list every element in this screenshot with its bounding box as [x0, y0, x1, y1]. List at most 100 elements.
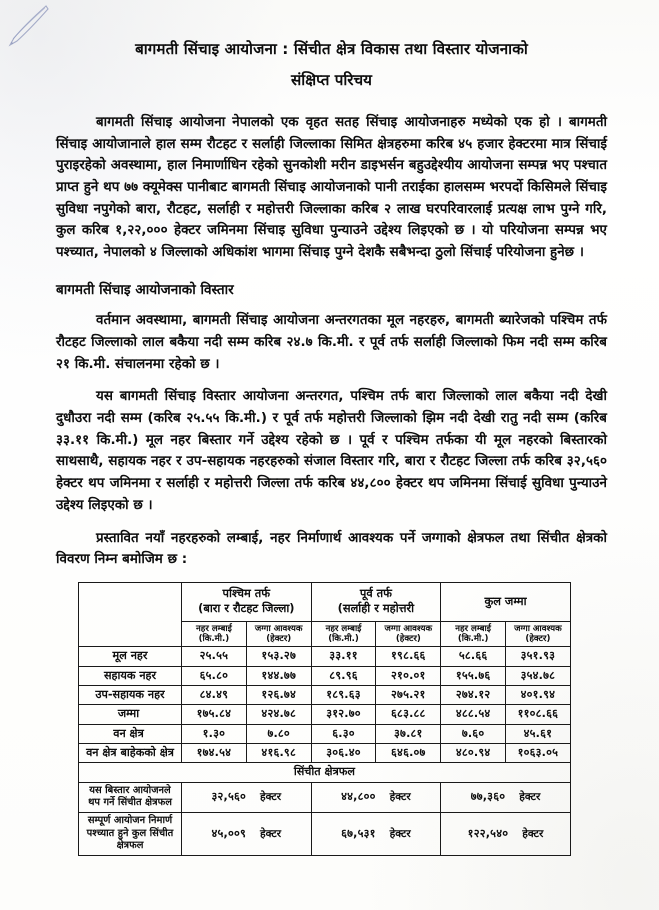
subheader-east-length-line1: नहर लम्बाई	[325, 623, 362, 634]
cell-value: १५५.७६	[440, 665, 506, 687]
cell-value: ११०८.६६	[505, 704, 571, 725]
cell-value: ४५.६१	[505, 723, 571, 744]
subheader-west-land: जग्गा आवश्यक (हेक्टर)	[245, 620, 312, 648]
amount-unit: हेक्टर	[260, 791, 282, 804]
cell-value: ३३.११	[310, 646, 377, 667]
paragraph-table-intro: प्रस्तावित नयाँ नहरहरुको लम्बाई, नहर निर…	[56, 530, 607, 568]
cell-value: ४१६.९८	[245, 742, 312, 764]
row-label-added-irrigated-area: यस बिस्तार आयोजनले थप गर्ने सिंचीत क्षेत…	[78, 781, 182, 813]
subheader-west-length: नहर लम्बाई (कि.मी.)	[181, 620, 247, 648]
table-section-row-irrigated-area: सिंचीत क्षेत्रफल	[78, 762, 571, 783]
cell-value: ६.३०	[310, 723, 377, 744]
table-body: मूल नहर २५.५५ १५३.२७ ३३.११ १९८.६६ ५८.६६ …	[78, 646, 571, 857]
cell-value: २७५.२१	[375, 684, 442, 706]
cell-value: २१०.०१	[375, 665, 442, 687]
cell-value: ४८०.९४	[440, 742, 506, 764]
amount-value: १२२,५४०	[467, 826, 509, 840]
subheader-total-length-line2: (कि.मी.)	[457, 634, 489, 645]
subheader-east-length-line2: (कि.मी.)	[328, 634, 359, 645]
subheader-total-land-line2: (हेक्टर)	[525, 634, 551, 645]
cell-value: ६४६.०७	[375, 742, 442, 764]
cell-value: ६८३.८८	[375, 704, 442, 725]
cell-value: १४४.७७	[245, 665, 312, 687]
table-row: सहायक नहर ६५.८० १४४.७७ ८९.९६ २१०.०१ १५५.…	[78, 665, 571, 687]
cell-value: ३५१.९३	[505, 646, 571, 667]
subheader-total-length-line1: नहर लम्बाई	[455, 623, 491, 634]
cell-value: ५८.६६	[440, 646, 506, 667]
cell-value: ३१२.७०	[310, 704, 377, 725]
cell-amount: १२२,५४० हेक्टर	[440, 811, 571, 857]
table-row: उप-सहायक नहर ८४.४९ १२६.७४ १८९.६३ २७५.२१ …	[78, 684, 571, 706]
amount-unit: हेक्टर	[389, 791, 411, 804]
group-header-west-sub: (बारा र रौटहट जिल्ला)	[198, 601, 295, 616]
cell-value: १८९.६३	[310, 684, 377, 706]
group-header-east-title: पूर्व तर्फ	[359, 585, 392, 600]
subheader-west-length-line2: (कि.मी.)	[198, 634, 230, 645]
table-corner-cell	[78, 581, 182, 648]
subheader-east-land: जग्गा आवश्यक (हेक्टर)	[375, 620, 442, 648]
cell-amount: ७७,३६० हेक्टर	[440, 781, 571, 813]
group-header-total-title: कुल जम्मा	[484, 593, 527, 608]
cell-value: ४०१.९४	[505, 684, 571, 706]
cell-value: ७.६०	[440, 723, 506, 744]
paragraph-expansion-plan: यस बागमती सिंचाइ विस्तार आयोजना अन्तरगत,…	[56, 389, 607, 513]
row-label-sub-branch-canal: उप-सहायक नहर	[78, 684, 182, 706]
subheader-total-land-line1: जग्गा आवश्यक	[514, 623, 562, 634]
canal-details-table: पश्चिम तर्फ (बारा र रौटहट जिल्ला) पूर्व …	[78, 581, 571, 857]
row-label-total-irrigated-after-completion: सम्पूर्ण आयोजन निमार्ण पश्च्यात हुने कुल…	[78, 811, 182, 857]
subheader-total-length: नहर लम्बाई (कि.मी.)	[440, 620, 506, 648]
group-header-west: पश्चिम तर्फ (बारा र रौटहट जिल्ला)	[181, 581, 312, 622]
table-row: वन क्षेत्र १.३० ७.८० ६.३० ३७.८१ ७.६० ४५.…	[78, 723, 571, 744]
cell-value: १.३०	[181, 723, 247, 744]
section-row-label: सिंचीत क्षेत्रफल	[78, 762, 571, 783]
group-header-west-title: पश्चिम तर्फ	[222, 585, 271, 600]
cell-value: १७५.८४	[181, 704, 247, 725]
document-page: बागमती सिंचाइ आयोजना : सिंचीत क्षेत्र वि…	[56, 40, 607, 857]
cell-amount: ४४,८०० हेक्टर	[310, 781, 442, 813]
paragraph-current-status: वर्तमान अवस्थामा, बागमती सिंचाइ आयोजना अ…	[56, 313, 607, 372]
section-heading-expansion: बागमती सिंचाइ आयोजनाको विस्तार	[56, 281, 234, 298]
table-row: जम्मा १७५.८४ ४२४.७८ ३१२.७० ६८३.८८ ४८८.५४…	[78, 704, 571, 725]
amount-unit: हेक्टर	[519, 791, 541, 804]
amount-value: ४५,००९	[211, 826, 247, 840]
page-title: बागमती सिंचाइ आयोजना : सिंचीत क्षेत्र वि…	[135, 40, 528, 58]
cell-value: २७४.१२	[440, 684, 506, 706]
cell-value: २५.५५	[181, 646, 247, 667]
cell-value: ८४.४९	[181, 684, 247, 706]
cell-value: ३५४.७८	[505, 665, 571, 687]
amount-value: ६७,५३१	[341, 826, 376, 840]
group-header-east: पूर्व तर्फ (सर्लाही र महोत्तरी	[310, 581, 442, 622]
amount-value: ४४,८००	[341, 790, 376, 804]
subheader-west-land-line2: (हेक्टर)	[266, 634, 292, 645]
cell-amount: ३२,५६० हेक्टर	[181, 781, 312, 813]
page-subtitle: संक्षिप्त परिचय	[291, 71, 372, 90]
cell-amount: ६७,५३१ हेक्टर	[310, 811, 442, 857]
cell-value: १०६३.०५	[505, 742, 571, 764]
cell-value: ३०६.४०	[310, 742, 377, 764]
cell-amount: ४५,००९ हेक्टर	[181, 811, 312, 857]
table-row: मूल नहर २५.५५ १५३.२७ ३३.११ १९८.६६ ५८.६६ …	[78, 646, 571, 667]
subheader-west-length-line1: नहर लम्बाई	[195, 623, 232, 634]
cell-value: १५३.२७	[245, 646, 312, 667]
cell-value: ३७.८१	[375, 723, 442, 744]
cell-value: ८९.९६	[310, 665, 377, 687]
row-label-forest-area: वन क्षेत्र	[78, 723, 182, 744]
cell-value: १२६.७४	[245, 684, 312, 706]
row-label-total: जम्मा	[78, 704, 182, 725]
subheader-east-land-line2: (हेक्टर)	[395, 634, 421, 645]
cell-value: ६५.८०	[181, 665, 247, 687]
subheader-west-land-line1: जग्गा आवश्यक	[254, 623, 303, 634]
amount-unit: हेक्टर	[522, 827, 544, 840]
table-head-row-groups: पश्चिम तर्फ (बारा र रौटहट जिल्ला) पूर्व …	[78, 581, 571, 648]
cell-value: १९८.६६	[375, 646, 442, 667]
subheader-east-land-line1: जग्गा आवश्यक	[384, 623, 433, 634]
amount-value: ७७,३६०	[470, 790, 506, 804]
table-row: यस बिस्तार आयोजनले थप गर्ने सिंचीत क्षेत…	[78, 781, 571, 813]
cell-value: ७.८०	[245, 723, 312, 744]
amount-unit: हेक्टर	[389, 827, 411, 840]
intro-paragraph: बागमती सिंचाइ आयोजना नेपालको एक वृहत सतह…	[56, 114, 607, 261]
amount-unit: हेक्टर	[260, 827, 282, 840]
table-row: वन क्षेत्र बाहेकको क्षेत्र १७४.५४ ४१६.९८…	[78, 742, 571, 764]
table-head: पश्चिम तर्फ (बारा र रौटहट जिल्ला) पूर्व …	[78, 581, 571, 648]
cell-value: १७४.५४	[181, 742, 247, 764]
